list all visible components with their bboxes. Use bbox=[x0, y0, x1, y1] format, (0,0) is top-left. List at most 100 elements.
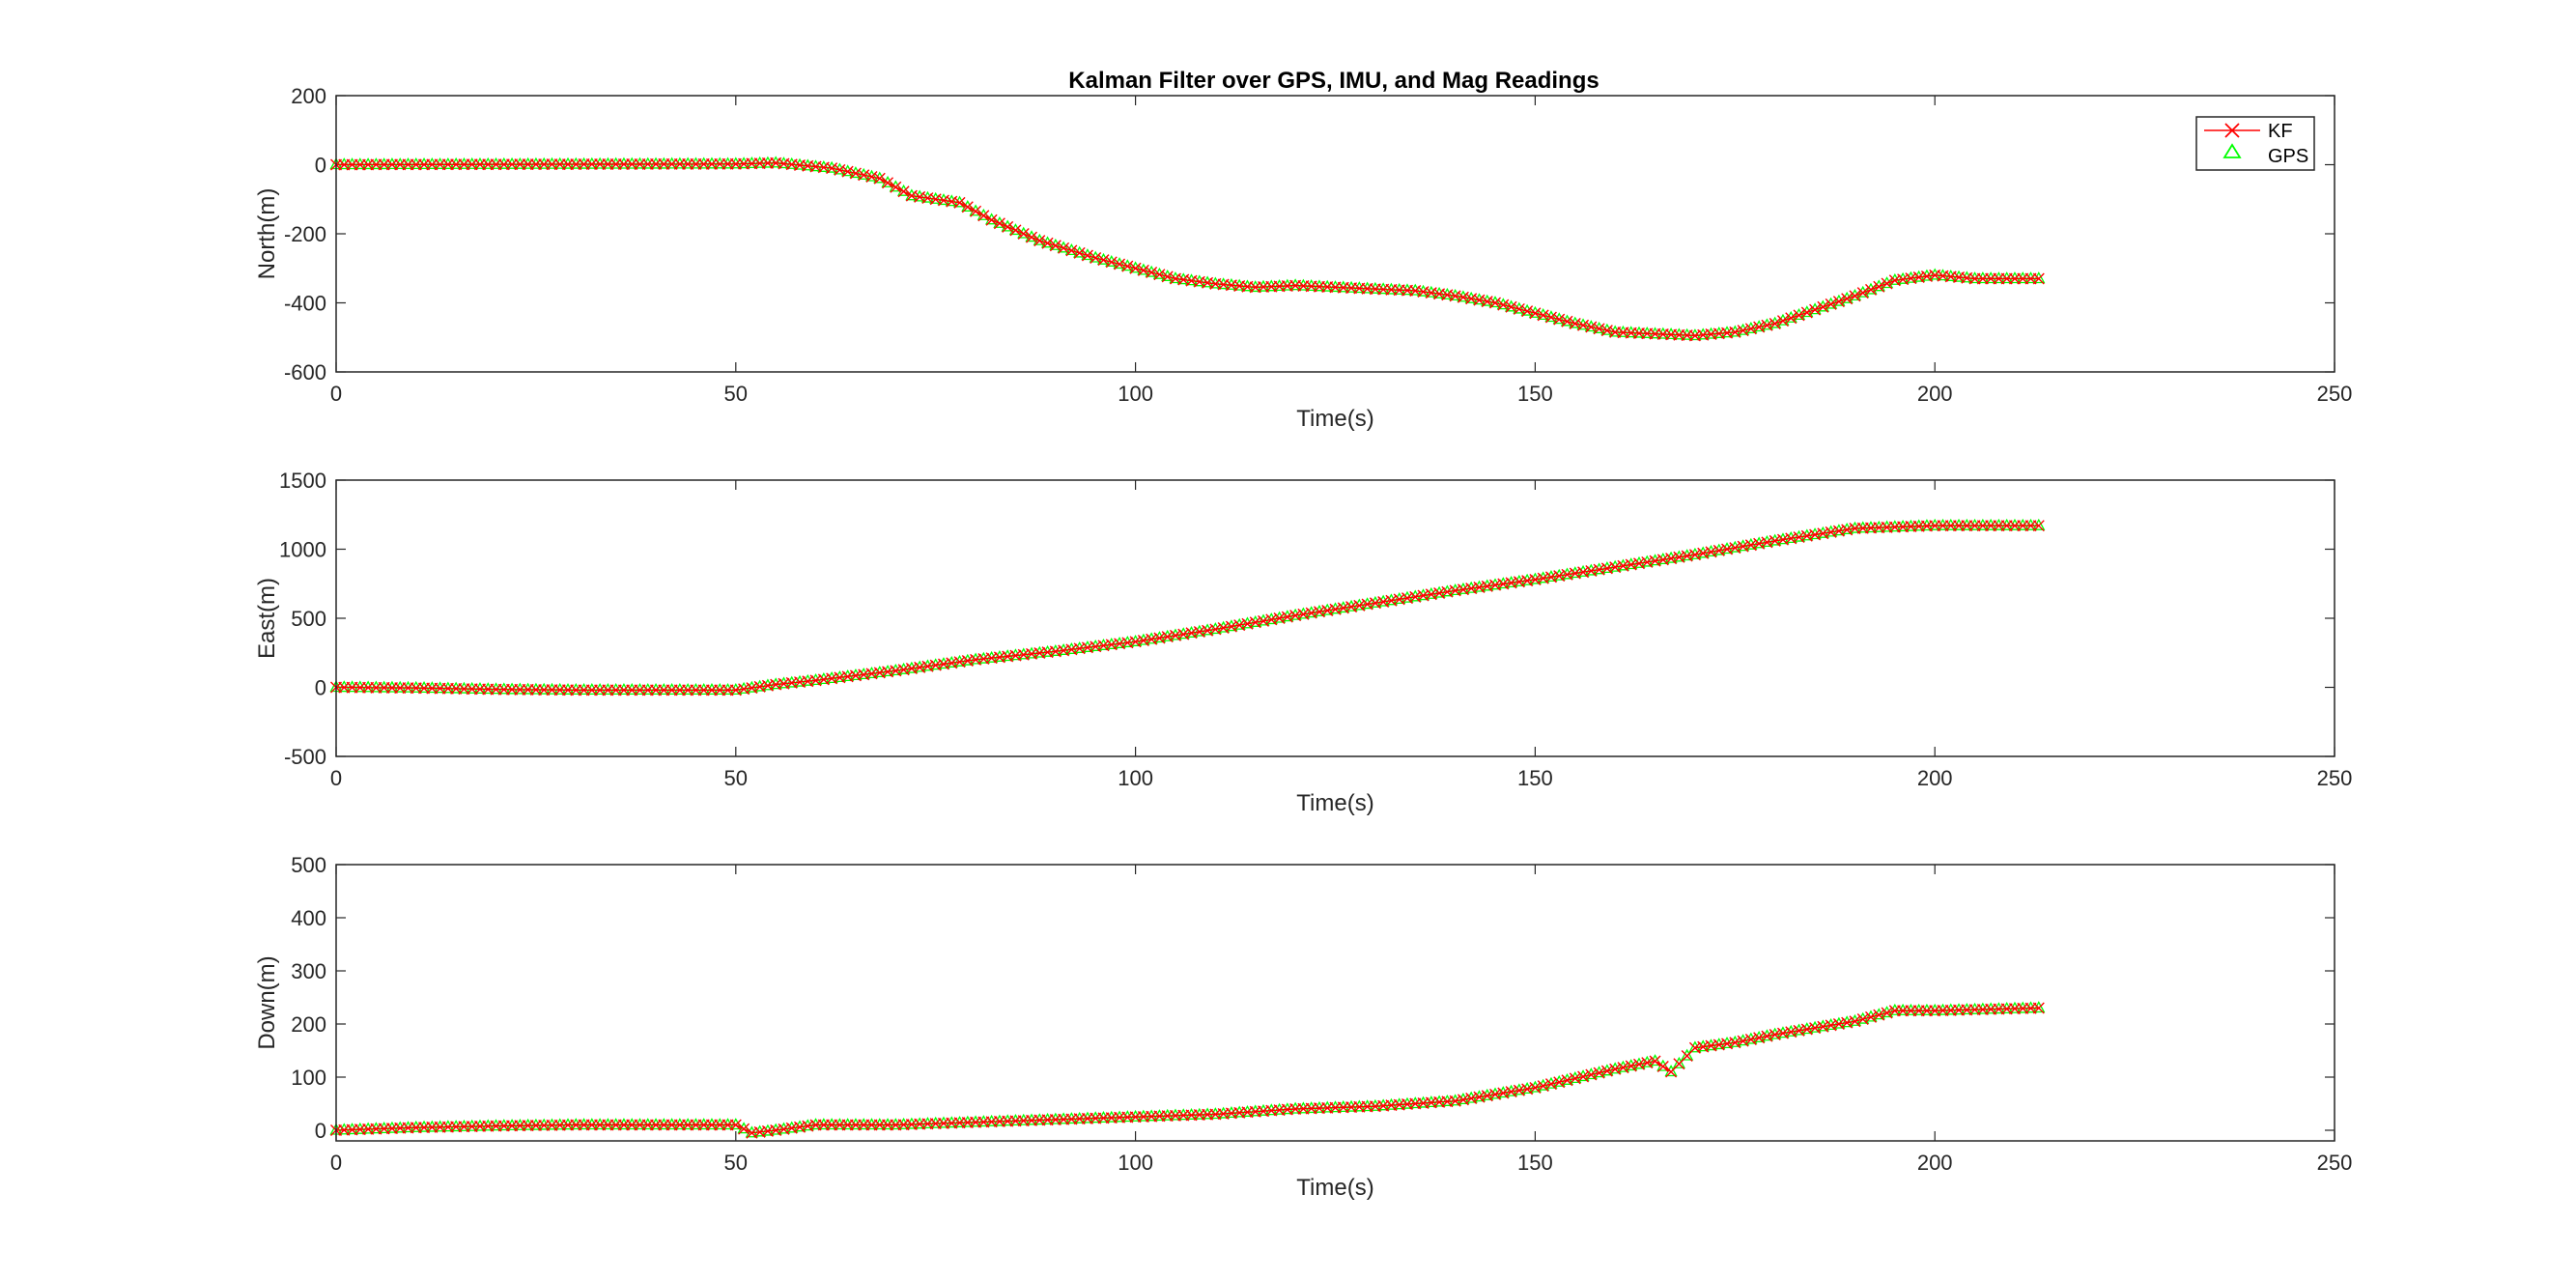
gps-point bbox=[489, 682, 503, 695]
gps-point bbox=[537, 156, 551, 169]
gps-point bbox=[505, 1119, 519, 1131]
gps-point bbox=[425, 156, 439, 169]
subplot-north: 0 50 100 150 200 250 -600 -400 -200 0 200 Time(s) No… bbox=[254, 84, 2352, 432]
gps-point bbox=[665, 1118, 679, 1130]
gps-point bbox=[1984, 271, 1997, 284]
gps-point bbox=[505, 156, 519, 169]
kf-point bbox=[1017, 228, 1030, 240]
x-tick-label: 200 bbox=[1917, 766, 1953, 790]
gps-point bbox=[2024, 271, 2038, 284]
gps-point bbox=[841, 1118, 855, 1130]
gps-point bbox=[1864, 521, 1878, 533]
x-tick-label: 0 bbox=[330, 766, 342, 790]
gps-point bbox=[1161, 1108, 1175, 1121]
kf-point bbox=[977, 210, 990, 222]
y-tick-label: 100 bbox=[291, 1066, 326, 1090]
y-tick-label: 1500 bbox=[279, 469, 326, 493]
gps-point bbox=[929, 1116, 943, 1128]
gps-point bbox=[1361, 281, 1374, 294]
gps-point bbox=[2008, 518, 2022, 530]
gps-point bbox=[1313, 279, 1326, 292]
gps-point bbox=[721, 1118, 735, 1130]
legend: KF GPS bbox=[2195, 116, 2315, 171]
gps-point bbox=[673, 683, 687, 696]
gps-point bbox=[577, 156, 591, 169]
gps-point bbox=[410, 157, 423, 170]
gps-point bbox=[665, 683, 679, 696]
gps-point bbox=[497, 156, 511, 169]
kf-point bbox=[1873, 280, 1885, 293]
gps-point bbox=[641, 1118, 655, 1130]
legend-gps-label: GPS bbox=[2268, 146, 2308, 167]
gps-point bbox=[761, 156, 775, 168]
gps-point bbox=[985, 1114, 999, 1126]
gps-point bbox=[1232, 278, 1246, 291]
kf-point bbox=[1817, 300, 1829, 313]
gps-point bbox=[1049, 1112, 1062, 1124]
gps-point bbox=[1001, 649, 1014, 662]
gps-point bbox=[1960, 270, 1973, 283]
gps-point bbox=[1912, 519, 1926, 531]
subplot-down: 0 50 100 150 200 250 0 100 200 300 400 500 Time(s) Do… bbox=[254, 853, 2352, 1201]
x-tick-label: 100 bbox=[1118, 1151, 1153, 1175]
x-tick-label: 150 bbox=[1517, 1151, 1553, 1175]
gps-point bbox=[1648, 1054, 1662, 1067]
gps-point bbox=[1176, 1108, 1190, 1121]
gps-point bbox=[385, 680, 399, 693]
gps-point bbox=[1208, 1107, 1222, 1120]
kf-point bbox=[1776, 315, 1789, 327]
gps-point bbox=[1257, 279, 1270, 292]
gps-point bbox=[601, 683, 614, 696]
legend-gps-marker bbox=[2222, 143, 2242, 158]
gps-point bbox=[721, 156, 735, 169]
gps-point bbox=[649, 156, 663, 169]
gps-point bbox=[1264, 1103, 1278, 1116]
gps-point bbox=[513, 156, 526, 169]
gps-point bbox=[1337, 280, 1350, 293]
gps-point bbox=[1313, 1100, 1326, 1113]
gps-point bbox=[1089, 1111, 1102, 1124]
kf-point bbox=[1073, 246, 1086, 259]
kf-point bbox=[738, 1123, 750, 1135]
gps-point bbox=[937, 1116, 950, 1128]
gps-point bbox=[985, 650, 999, 663]
gps-point bbox=[817, 1118, 831, 1130]
gps-point bbox=[345, 680, 359, 693]
gps-point bbox=[1017, 647, 1031, 660]
legend-kf-label: KF bbox=[2268, 121, 2293, 142]
gps-point bbox=[441, 1120, 455, 1132]
gps-point bbox=[1920, 519, 1934, 531]
gps-point bbox=[1928, 268, 1941, 280]
kf-point bbox=[1800, 306, 1813, 319]
gps-point bbox=[393, 1121, 407, 1133]
gps-point bbox=[2008, 271, 2022, 284]
gps-point bbox=[1120, 1110, 1134, 1123]
gps-point bbox=[657, 1118, 670, 1130]
gps-point bbox=[649, 1118, 663, 1130]
gps-point bbox=[1936, 518, 1950, 530]
gps-point bbox=[857, 1118, 870, 1130]
gps-point bbox=[553, 156, 567, 169]
gps-point bbox=[993, 649, 1006, 662]
gps-point bbox=[713, 683, 726, 696]
gps-point bbox=[1320, 279, 1334, 292]
gps-point bbox=[369, 1122, 382, 1134]
y-tick-label: 500 bbox=[291, 607, 326, 631]
x-tick-label: 100 bbox=[1118, 766, 1153, 790]
gps-point bbox=[1960, 518, 1973, 530]
gps-point bbox=[1040, 1112, 1055, 1124]
gps-point bbox=[1272, 278, 1287, 291]
gps-point bbox=[721, 683, 735, 696]
gps-point bbox=[473, 1119, 487, 1131]
x-tick-label: 0 bbox=[330, 382, 342, 406]
chart-title: Kalman Filter over GPS, IMU, and Mag Rea… bbox=[1068, 68, 1599, 94]
gps-point bbox=[681, 1118, 694, 1130]
plot-frame bbox=[335, 864, 2335, 1142]
y-tick-label: 200 bbox=[291, 84, 326, 108]
gps-point bbox=[1648, 327, 1662, 339]
gps-point bbox=[1369, 281, 1382, 294]
gps-point bbox=[1393, 282, 1406, 295]
gps-point bbox=[969, 1115, 982, 1127]
gps-point bbox=[1328, 280, 1343, 293]
